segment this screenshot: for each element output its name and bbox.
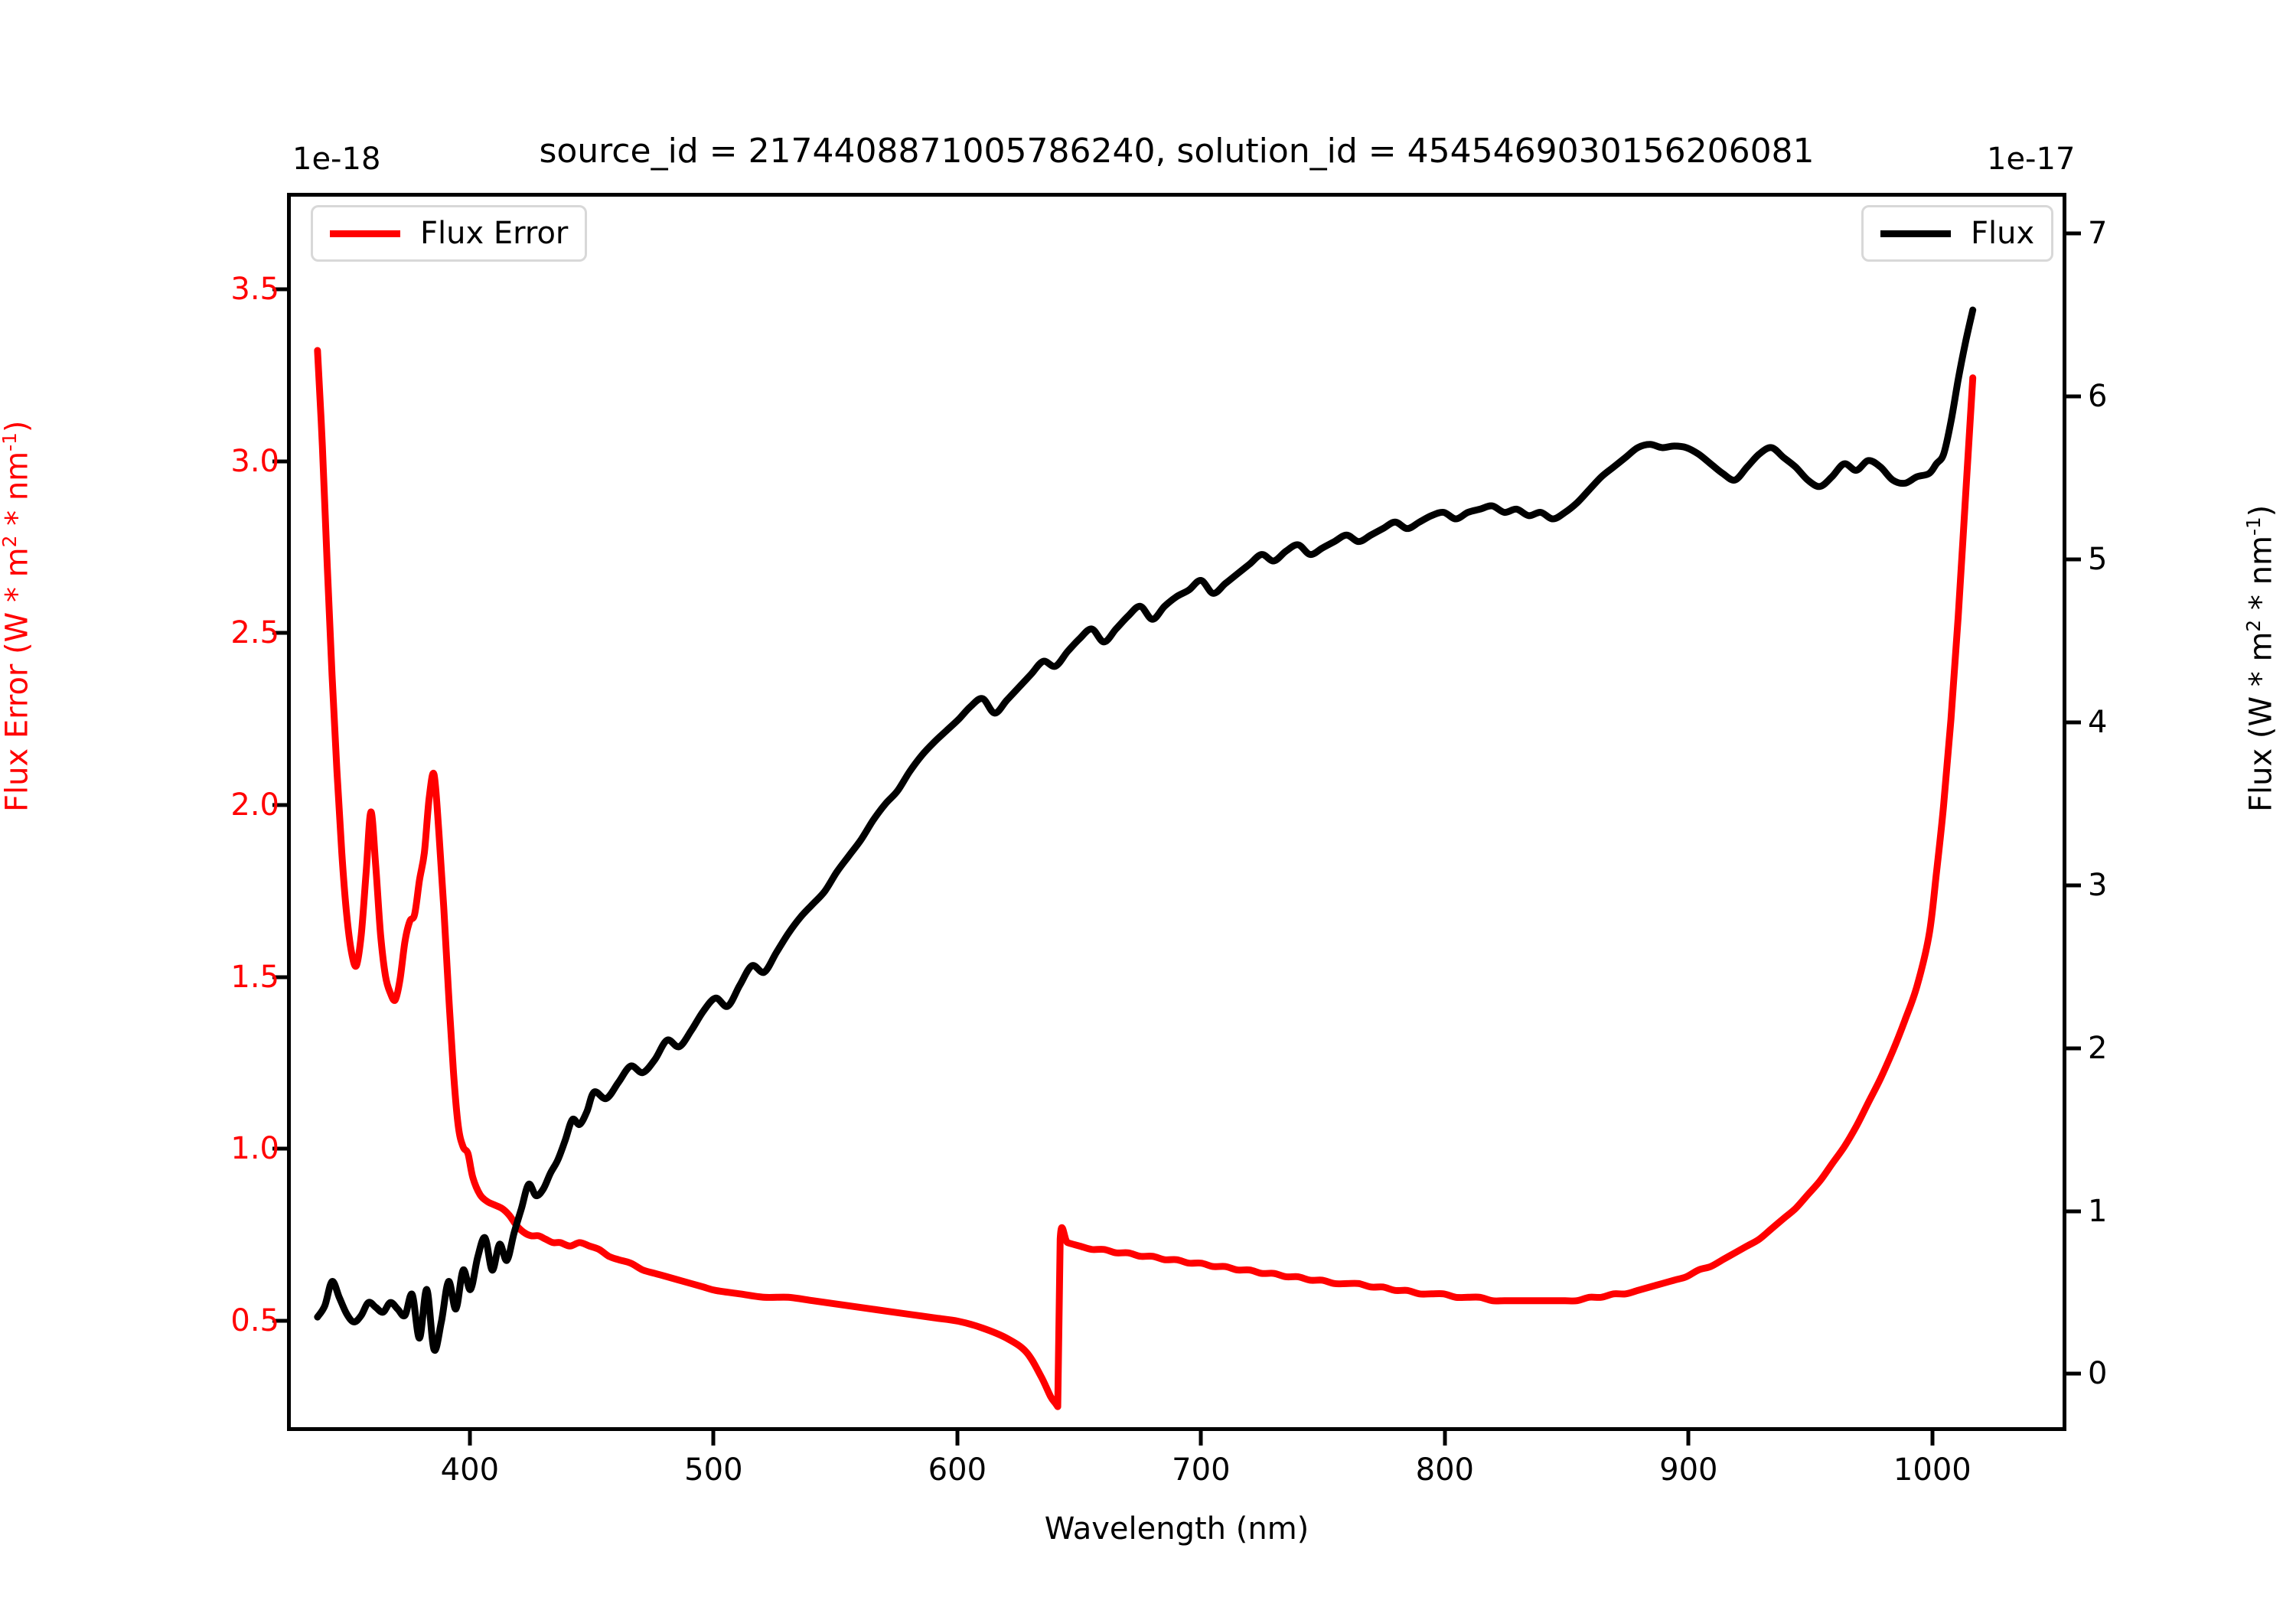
tick-mark bbox=[711, 1431, 716, 1446]
right-y-tick-label: 1 bbox=[2088, 1193, 2108, 1229]
tick-mark bbox=[2066, 1371, 2081, 1376]
tick-mark bbox=[1686, 1431, 1691, 1446]
tick-mark bbox=[2066, 1046, 2081, 1051]
tick-mark bbox=[2066, 883, 2081, 888]
flux-error-legend-swatch bbox=[330, 230, 400, 237]
left-axis-offset-text: 1e-18 bbox=[292, 142, 381, 177]
flux-line bbox=[314, 306, 1977, 1354]
tick-mark bbox=[2066, 720, 2081, 725]
left-y-tick-label: 0.5 bbox=[230, 1303, 279, 1339]
spectrum-plot bbox=[314, 306, 1977, 1410]
tick-mark bbox=[468, 1431, 472, 1446]
tick-mark bbox=[272, 1146, 287, 1151]
tick-mark bbox=[2066, 231, 2081, 236]
right-y-tick-label: 5 bbox=[2088, 542, 2108, 577]
tick-mark bbox=[955, 1431, 960, 1446]
x-axis-label: Wavelength (nm) bbox=[1044, 1511, 1309, 1547]
x-tick-label: 500 bbox=[684, 1452, 743, 1488]
legend-flux[interactable]: Flux bbox=[1861, 205, 2054, 262]
tick-mark bbox=[2066, 394, 2081, 399]
plot-area bbox=[287, 193, 2066, 1431]
tick-mark bbox=[2066, 557, 2081, 562]
tick-mark bbox=[272, 287, 287, 292]
right-y-tick-label: 7 bbox=[2088, 216, 2108, 252]
right-y-axis-label: Flux (W * m2 * nm-1) bbox=[2242, 504, 2279, 812]
flux-error-line bbox=[314, 347, 1977, 1410]
right-y-tick-label: 0 bbox=[2088, 1356, 2108, 1392]
flux-legend-swatch bbox=[1880, 230, 1951, 237]
tick-mark bbox=[272, 975, 287, 980]
tick-mark bbox=[1199, 1431, 1203, 1446]
left-y-tick-label: 1.5 bbox=[230, 959, 279, 995]
tick-mark bbox=[2066, 1209, 2081, 1214]
x-tick-label: 900 bbox=[1659, 1452, 1718, 1488]
legend-flux-error[interactable]: Flux Error bbox=[311, 205, 588, 262]
tick-mark bbox=[272, 803, 287, 807]
x-tick-label: 600 bbox=[928, 1452, 987, 1488]
left-y-axis-label: Flux Error (W * m2 * nm-1) bbox=[0, 420, 35, 813]
right-y-tick-label: 4 bbox=[2088, 704, 2108, 740]
flux-error-legend-label: Flux Error bbox=[420, 216, 569, 251]
flux-legend-label: Flux bbox=[1971, 216, 2035, 251]
x-tick-label: 800 bbox=[1415, 1452, 1475, 1488]
tick-mark bbox=[272, 631, 287, 635]
right-y-tick-label: 2 bbox=[2088, 1030, 2108, 1066]
right-axis-offset-text: 1e-17 bbox=[1987, 142, 2076, 177]
tick-mark bbox=[1443, 1431, 1447, 1446]
left-y-tick-label: 3.0 bbox=[230, 443, 279, 479]
left-y-tick-label: 2.5 bbox=[230, 615, 279, 651]
tick-mark bbox=[1930, 1431, 1935, 1446]
chart-title: source_id = 2174408871005786240, solutio… bbox=[539, 132, 1815, 171]
x-tick-label: 1000 bbox=[1893, 1452, 1971, 1488]
tick-mark bbox=[272, 1319, 287, 1323]
left-y-tick-label: 2.0 bbox=[230, 787, 279, 823]
x-tick-label: 400 bbox=[440, 1452, 500, 1488]
x-tick-label: 700 bbox=[1172, 1452, 1231, 1488]
left-y-tick-label: 1.0 bbox=[230, 1131, 279, 1167]
right-y-tick-label: 6 bbox=[2088, 379, 2108, 415]
right-y-tick-label: 3 bbox=[2088, 867, 2108, 903]
left-y-tick-label: 3.5 bbox=[230, 271, 279, 307]
tick-mark bbox=[272, 459, 287, 464]
